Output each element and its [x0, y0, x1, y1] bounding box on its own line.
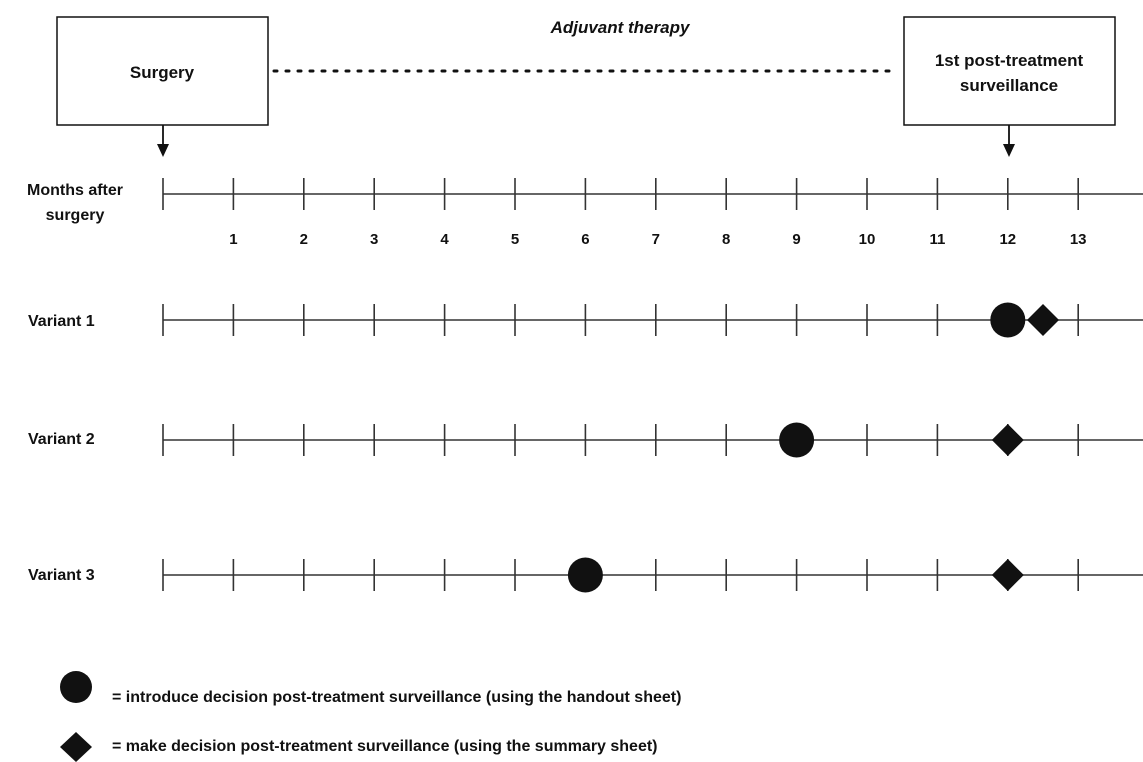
timelines: 1 2 3 4 5 6 7 8 9 10 11 12 13 [162, 178, 1143, 593]
surveillance-arrow [1003, 125, 1015, 157]
legend-circle-icon [60, 671, 92, 703]
axis-tick-label-7: 7 [652, 231, 660, 248]
surgery-arrow [157, 125, 169, 157]
surveillance-box-line-1: 1st post-treatment [935, 51, 1084, 70]
variant-3-label: Variant 3 [28, 567, 95, 584]
axis-tick-label-3: 3 [370, 231, 378, 248]
adjuvant-therapy-label: Adjuvant therapy [550, 18, 691, 37]
legend-diamond-icon [60, 732, 92, 762]
axis-tick-label-9: 9 [792, 231, 800, 248]
axis-tick-label-5: 5 [511, 231, 519, 248]
axis-tick-label-6: 6 [581, 231, 589, 248]
axis-label-line-2: surgery [46, 207, 105, 224]
legend-circle-text: = introduce decision post-treatment surv… [112, 689, 681, 706]
axis-tick-label-12: 12 [999, 231, 1016, 248]
axis-tick-label-1: 1 [229, 231, 237, 248]
surveillance-box: 1st post-treatment surveillance [903, 16, 1116, 126]
legend: = introduce decision post-treatment surv… [60, 671, 681, 762]
variant-2-introduce-marker [779, 422, 815, 458]
axis-tick-label-4: 4 [440, 231, 449, 248]
variant-3-decide-marker [991, 559, 1024, 591]
surgery-box: Surgery [56, 16, 269, 126]
legend-diamond-text: = make decision post-treatment surveilla… [112, 738, 658, 755]
surveillance-box-line-2: surveillance [960, 76, 1058, 95]
axis-label-line-1: Months after [27, 182, 123, 199]
variant-1-introduce-marker [990, 302, 1026, 338]
variant-3-introduce-marker [567, 557, 603, 593]
axis-tick-label-10: 10 [859, 231, 876, 248]
variant-2-label: Variant 2 [28, 431, 95, 448]
axis-tick-label-13: 13 [1070, 231, 1087, 248]
variant-2-decide-marker [991, 424, 1024, 456]
axis-tick-label-8: 8 [722, 231, 730, 248]
variant-1-decide-marker [1027, 304, 1059, 336]
axis-tick-label-2: 2 [300, 231, 308, 248]
variant-1-label: Variant 1 [28, 313, 95, 330]
surgery-box-label: Surgery [130, 63, 195, 82]
axis-tick-label-11: 11 [929, 231, 945, 248]
